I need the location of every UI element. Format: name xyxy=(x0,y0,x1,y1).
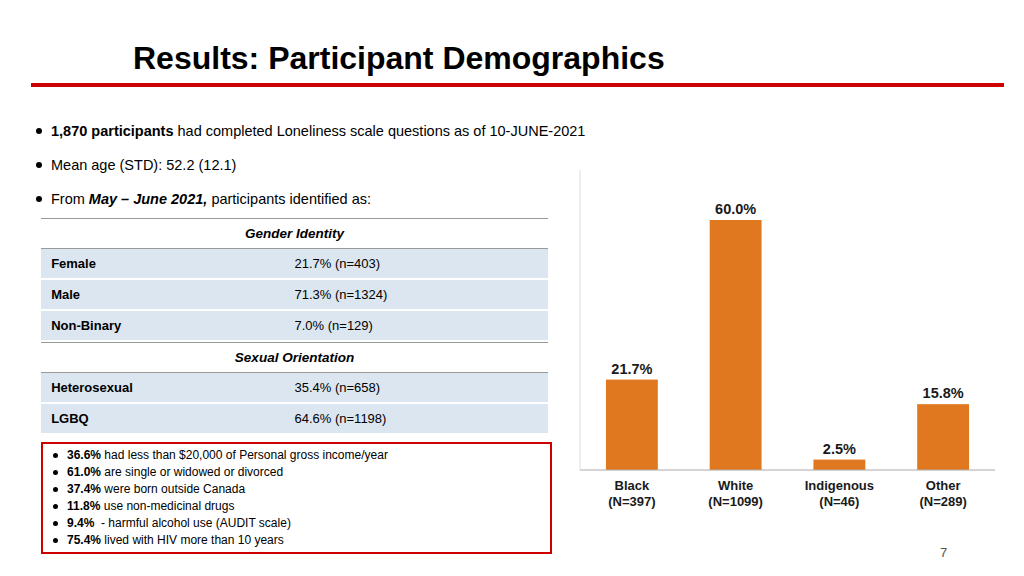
bullet-dot xyxy=(36,128,42,134)
box-bold: 75.4% xyxy=(67,532,101,549)
slide: {"page": { "title": "Results: Participan… xyxy=(0,0,1024,576)
x-tick-label-line: (N=46) xyxy=(819,494,859,509)
table-label: Male xyxy=(51,280,80,309)
box-text: use non-medicinal drugs xyxy=(100,498,234,515)
summary-box: 36.6% had less than $20,000 of Personal … xyxy=(41,442,552,554)
bar xyxy=(917,404,969,470)
table-label: LGBQ xyxy=(51,404,89,433)
data-label: 21.7% xyxy=(611,361,652,377)
bar xyxy=(606,380,658,470)
bullet-dot xyxy=(53,453,58,458)
bullet-dot xyxy=(53,487,58,492)
x-tick-label-line: Black xyxy=(615,478,650,493)
box-text: had less than $20,000 of Personal gross … xyxy=(101,447,388,464)
bullet-dot xyxy=(53,538,58,543)
box-line: 75.4% lived with HIV more than 10 years xyxy=(47,532,546,549)
bar xyxy=(813,460,865,470)
table-label: Non-Binary xyxy=(51,311,121,340)
box-line: 36.6% had less than $20,000 of Personal … xyxy=(47,447,546,464)
bullet-dot xyxy=(36,196,42,202)
bullet-text: 1,870 participants xyxy=(51,122,174,140)
x-tick-label: White(N=1099) xyxy=(708,478,763,509)
bars xyxy=(606,220,969,470)
box-bold: 11.8% xyxy=(67,498,100,515)
bullet-line: From May – June 2021, participants ident… xyxy=(36,190,371,208)
box-text: lived with HIV more than 10 years xyxy=(101,532,284,549)
data-label: 60.0% xyxy=(715,201,756,217)
x-tick-label-line: Indigenous xyxy=(805,478,874,493)
data-label: 15.8% xyxy=(923,385,964,401)
box-bold: 9.4% xyxy=(67,515,94,532)
bullet-text: had completed Loneliness scale questions… xyxy=(174,122,586,140)
bullet-dot xyxy=(53,504,58,509)
x-tick-labels: Black(N=397) White(N=1099) Indigenous(N=46… xyxy=(608,478,967,509)
box-text: - harmful alcohol use (AUDIT scale) xyxy=(94,515,291,532)
y-axis-line xyxy=(580,170,581,470)
bullet-line: Mean age (STD): 52.2 (12.1) xyxy=(36,156,236,174)
box-line: 11.8% use non-medicinal drugs xyxy=(47,498,546,515)
bar-chart: 21.7% 60.0% 2.5% 15.8% Black(N=397) White(N=1… xyxy=(565,150,1005,530)
x-tick-label-line: Other xyxy=(926,478,961,493)
table-value: 21.7% (n=403) xyxy=(295,249,381,278)
table-label: Female xyxy=(51,249,96,278)
table-value: 64.6% (n=1198) xyxy=(295,404,387,433)
box-bold: 61.0% xyxy=(67,464,101,481)
table-header: Gender Identity xyxy=(41,218,548,249)
box-bold: 37.4% xyxy=(67,481,101,498)
x-tick-label-line: White xyxy=(718,478,753,493)
box-line: 9.4% - harmful alcohol use (AUDIT scale) xyxy=(47,515,546,532)
bullet-dot xyxy=(53,521,58,526)
x-tick-label: Indigenous(N=46) xyxy=(805,478,874,509)
table-row: Heterosexual 35.4% (n=658) xyxy=(41,373,548,404)
box-line: 37.4% were born outside Canada xyxy=(47,481,546,498)
box-text: are single or widowed or divorced xyxy=(101,464,283,481)
title: Results: Participant Demographics xyxy=(133,40,665,77)
table-value: 71.3% (n=1324) xyxy=(295,280,388,309)
x-tick-label-line: (N=1099) xyxy=(708,494,763,509)
bar xyxy=(710,220,762,470)
x-tick-label-line: (N=397) xyxy=(608,494,655,509)
x-tick-label: Black(N=397) xyxy=(608,478,655,509)
bullet-text: Mean age (STD): 52.2 (12.1) xyxy=(51,156,236,174)
bullet-line: 1,870 participants had completed Lonelin… xyxy=(36,122,585,140)
table-row: Male 71.3% (n=1324) xyxy=(41,280,548,311)
table-row: LGBQ 64.6% (n=1198) xyxy=(41,404,548,435)
bullet-dot xyxy=(53,470,58,475)
table-value: 35.4% (n=658) xyxy=(295,373,381,402)
title-rule xyxy=(31,83,1004,87)
page-number: 7 xyxy=(940,545,947,560)
demographics-table: Gender IdentityFemale 21.7% (n=403) Male 71… xyxy=(41,218,548,435)
bullet-dot xyxy=(36,162,42,168)
table-value: 7.0% (n=129) xyxy=(295,311,373,340)
box-text: were born outside Canada xyxy=(101,481,245,498)
x-tick-label: Other(N=289) xyxy=(919,478,966,509)
table-row: Female 21.7% (n=403) xyxy=(41,249,548,280)
table-row: Non-Binary 7.0% (n=129) xyxy=(41,311,548,342)
x-axis-line xyxy=(580,470,995,471)
data-labels: 21.7% 60.0% 2.5% 15.8% xyxy=(611,201,963,457)
bullet-text: From xyxy=(51,190,89,208)
x-tick-label-line: (N=289) xyxy=(919,494,966,509)
table-header: Sexual Orientation xyxy=(41,342,548,373)
bullet-text: May – June 2021, xyxy=(89,190,208,208)
box-line: 61.0% are single or widowed or divorced xyxy=(47,464,546,481)
bullet-text: participants identified as: xyxy=(207,190,371,208)
data-label: 2.5% xyxy=(823,441,856,457)
box-bold: 36.6% xyxy=(67,447,101,464)
table-label: Heterosexual xyxy=(51,373,133,402)
